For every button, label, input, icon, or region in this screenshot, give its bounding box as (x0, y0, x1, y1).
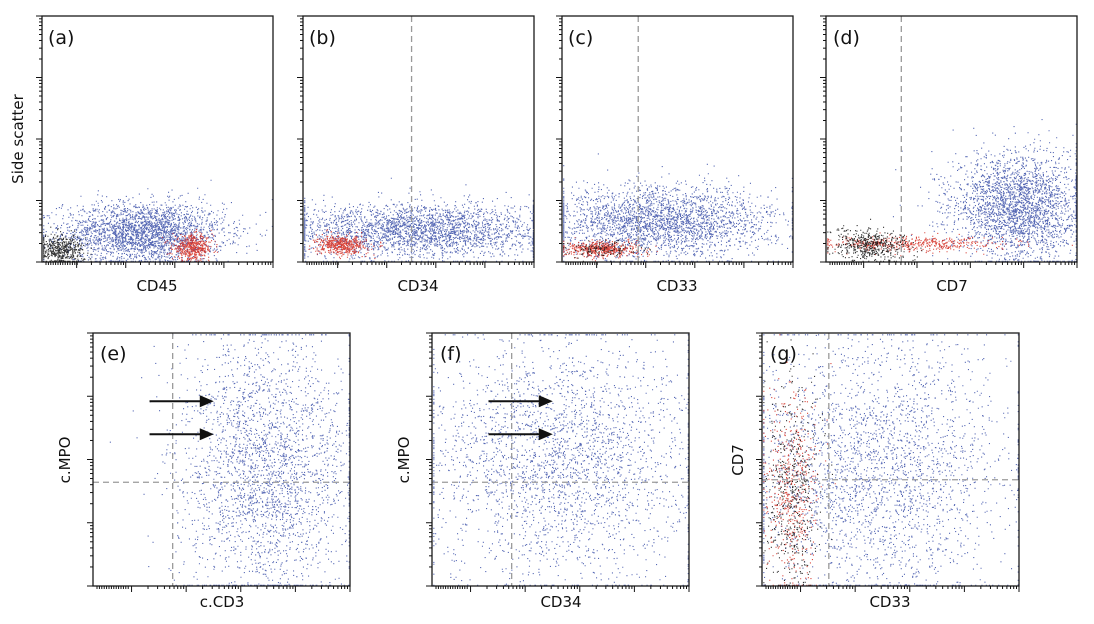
blast-events (563, 153, 793, 262)
panel-b: (b) CD34 (297, 15, 535, 295)
panel-f-label: (f) (440, 343, 462, 365)
scatter-layer (827, 119, 1077, 262)
panel-a-y-label: Side scatter (9, 93, 27, 183)
scatter-layer (433, 334, 689, 586)
panel-a: Side scatter (a) CD45 (9, 15, 274, 295)
panel-e: c.MPO (e) c.CD3 (56, 332, 351, 611)
panel-e-y-label: c.MPO (56, 437, 74, 484)
normal_t-events (763, 334, 836, 586)
scatter-layer (304, 177, 534, 262)
panel-c-x-label: CD33 (656, 277, 697, 295)
normal_t-events (308, 229, 383, 260)
panel-g: CD7 (g) CD33 (729, 332, 1020, 611)
scatter-layer (763, 334, 1019, 586)
panel-b-label: (b) (309, 27, 336, 49)
normal_t-events (161, 229, 218, 262)
panel-f-y-label: c.MPO (395, 437, 413, 484)
arrow-head (538, 428, 553, 441)
panel-c: (c) CD33 (556, 15, 794, 295)
panel-g-x-label: CD33 (869, 593, 910, 611)
debris-events (827, 218, 923, 262)
blast-events (763, 334, 1019, 586)
panel-g-label: (g) (770, 343, 797, 365)
panel-d-label: (d) (833, 27, 860, 49)
panel-e-x-label: c.CD3 (200, 593, 245, 611)
scatter-layer (109, 334, 350, 586)
blast-events (433, 334, 689, 586)
panel-f: c.MPO (f) CD34 (395, 332, 690, 611)
arrow-head (199, 395, 214, 408)
panel-d-x-label: CD7 (936, 277, 968, 295)
panel-a-x-label: CD45 (136, 277, 177, 295)
debris-events (43, 226, 92, 262)
panel-g-y-label: CD7 (729, 444, 747, 476)
panel-f-x-label: CD34 (540, 593, 581, 611)
blast-events (304, 177, 534, 262)
blast-events (892, 119, 1077, 262)
scatter-layer (43, 179, 273, 262)
arrow-head (199, 428, 214, 441)
normal_t-events (563, 237, 658, 262)
panel-c-label: (c) (568, 27, 593, 49)
plot-frame (92, 332, 351, 587)
panel-a-label: (a) (48, 27, 74, 49)
panel-e-label: (e) (100, 343, 127, 365)
blast-events (43, 179, 273, 262)
panel-b-x-label: CD34 (397, 277, 438, 295)
debris-events (763, 339, 833, 586)
scatter-layer (563, 153, 793, 262)
normal_t-events (827, 232, 1073, 257)
panel-d: (d) CD7 (820, 15, 1078, 295)
arrow-head (538, 395, 553, 408)
blast-events (109, 334, 350, 586)
